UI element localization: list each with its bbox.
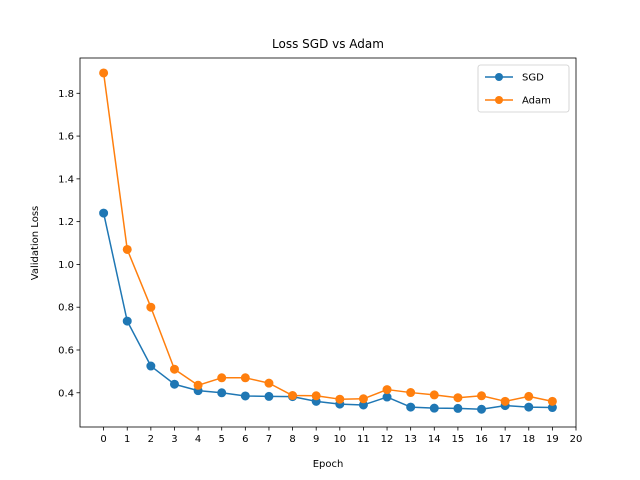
y-tick-label: 0.6 <box>58 345 74 356</box>
x-tick-label: 18 <box>522 434 535 445</box>
y-tick-label: 0.4 <box>58 388 74 399</box>
x-tick-label: 8 <box>289 434 295 445</box>
data-point-sgd <box>406 402 416 412</box>
x-tick-label: 5 <box>219 434 225 445</box>
data-point-sgd <box>99 208 109 218</box>
y-tick-label: 1.6 <box>58 132 74 143</box>
x-tick-label: 0 <box>100 434 106 445</box>
y-tick-label: 1.2 <box>58 217 74 228</box>
data-point-sgd <box>382 392 392 402</box>
data-point-sgd <box>429 403 439 413</box>
data-point-adam <box>429 390 439 400</box>
data-point-sgd <box>477 404 487 414</box>
legend-entry-adam: Adam <box>522 96 551 107</box>
y-tick-label: 1.0 <box>58 260 74 271</box>
data-point-adam <box>169 364 179 374</box>
data-point-adam <box>335 394 345 404</box>
x-tick-label: 12 <box>381 434 394 445</box>
plot-area: 0 1 2 3 4 5 6 7 8 9 10 11 12 13 14 15 16 17 18 19 200.40.60.… <box>58 57 583 445</box>
x-axis-label: Epoch <box>313 459 344 470</box>
y-axis-label: Validation Loss <box>30 206 41 281</box>
data-point-sgd <box>169 379 179 389</box>
data-point-adam <box>122 244 132 254</box>
data-point-sgd <box>217 388 227 398</box>
chart-title: Loss SGD vs Adam <box>272 37 384 51</box>
data-point-adam <box>99 68 109 78</box>
x-tick-label: 7 <box>266 434 272 445</box>
x-tick-label: 9 <box>313 434 319 445</box>
data-point-adam <box>547 396 557 406</box>
y-tick-label: 1.4 <box>58 174 74 185</box>
data-point-sgd <box>240 391 250 401</box>
data-point-adam <box>240 373 250 383</box>
data-point-adam <box>382 385 392 395</box>
x-tick-label: 20 <box>570 434 583 445</box>
data-point-adam <box>358 394 368 404</box>
y-tick-label: 1.8 <box>58 89 74 100</box>
x-tick-label: 4 <box>195 434 201 445</box>
data-point-adam <box>500 396 510 406</box>
x-tick-label: 6 <box>242 434 248 445</box>
x-tick-label: 14 <box>428 434 441 445</box>
x-tick-label: 3 <box>171 434 177 445</box>
legend-entry-sgd: SGD <box>522 73 544 84</box>
data-point-adam <box>453 393 463 403</box>
data-point-sgd <box>453 403 463 413</box>
x-tick-label: 1 <box>124 434 130 445</box>
x-tick-label: 15 <box>452 434 465 445</box>
data-point-sgd <box>264 391 274 401</box>
data-point-adam <box>264 378 274 388</box>
axes-frame <box>79 57 577 428</box>
data-point-sgd <box>524 402 534 412</box>
x-tick-label: 10 <box>333 434 346 445</box>
data-point-adam <box>524 391 534 401</box>
x-tick-label: 11 <box>357 434 370 445</box>
data-point-sgd <box>146 361 156 371</box>
data-point-adam <box>477 391 487 401</box>
legend-marker-sgd <box>495 73 503 81</box>
data-point-adam <box>288 391 298 401</box>
data-point-adam <box>146 302 156 312</box>
data-point-adam <box>217 373 227 383</box>
data-point-adam <box>311 391 321 401</box>
y-tick-label: 0.8 <box>58 303 74 314</box>
data-point-sgd <box>122 316 132 326</box>
data-point-adam <box>193 380 203 390</box>
x-tick-label: 13 <box>404 434 417 445</box>
x-tick-label: 16 <box>475 434 488 445</box>
x-tick-label: 17 <box>499 434 512 445</box>
data-point-adam <box>406 388 416 398</box>
x-tick-label: 2 <box>148 434 154 445</box>
legend-marker-adam <box>495 96 503 104</box>
x-tick-label: 19 <box>546 434 559 445</box>
